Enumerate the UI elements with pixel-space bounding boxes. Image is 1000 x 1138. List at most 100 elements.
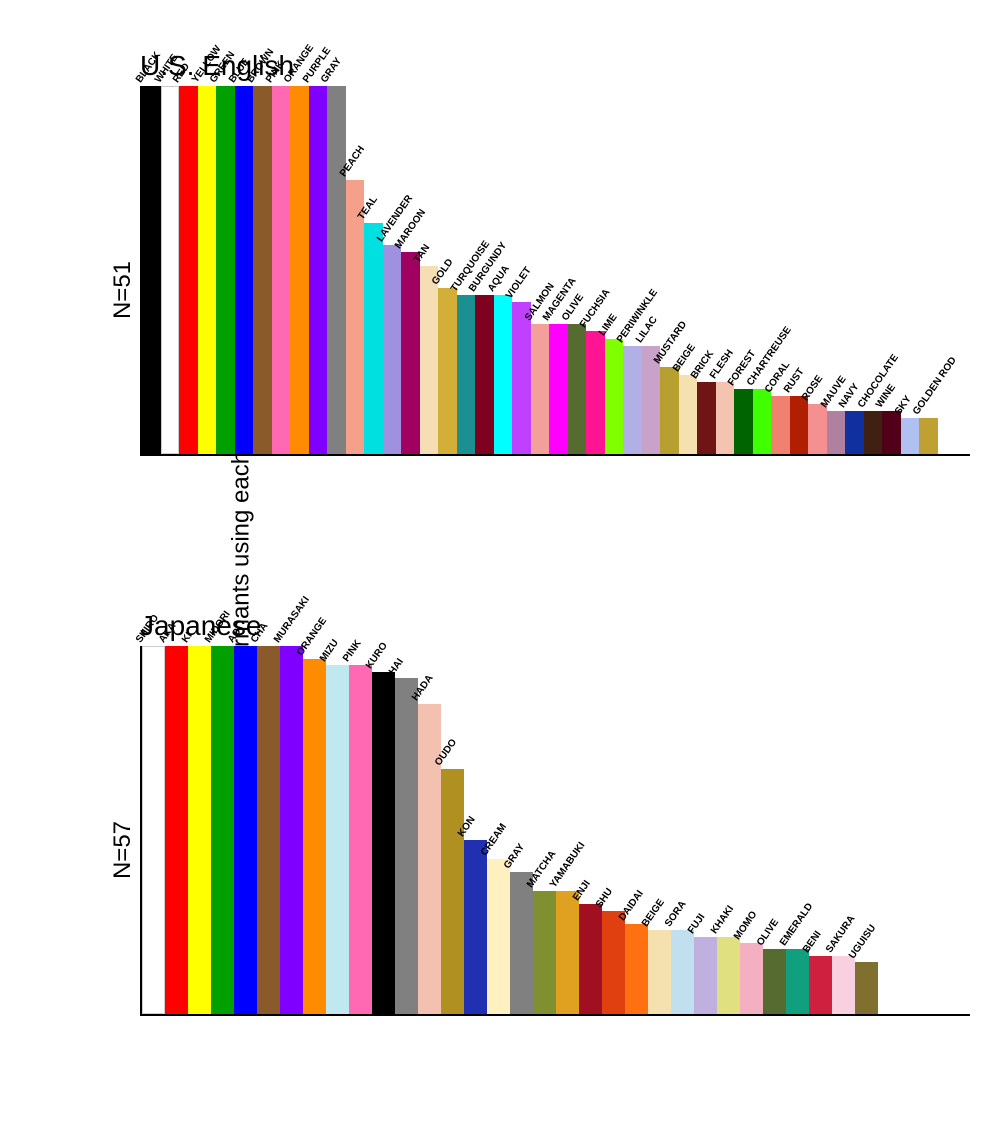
bar-fill [257, 646, 280, 1014]
bar: PURPLE [309, 86, 328, 454]
bar-fill [579, 904, 602, 1014]
bar-fill [457, 295, 476, 454]
bar-fill [809, 956, 832, 1014]
bar: MIDORI [211, 646, 234, 1014]
bar-fill [327, 86, 346, 454]
bar-fill [142, 86, 161, 454]
bar-fill [464, 840, 487, 1014]
bar: CREAM [487, 646, 510, 1014]
jp-sub-ylabel: N=57 [109, 820, 137, 878]
bar-fill [303, 659, 326, 1014]
bars-jp: SHIROAKAKIMIDORIAOCHAMURASAKIORANGEMIZUP… [140, 646, 970, 1016]
bar: PINK [272, 86, 291, 454]
bar: MATCHA [533, 646, 556, 1014]
bar-fill [786, 949, 809, 1014]
bar: MOMO [740, 646, 763, 1014]
panel-us-title: U.S. English [140, 50, 970, 82]
bar: KHAKI [717, 646, 740, 1014]
bar-fill [475, 295, 494, 454]
bar-fill [605, 339, 624, 454]
bar: PINK [349, 646, 372, 1014]
bar: BLACK [142, 86, 161, 454]
bar: KURO [372, 646, 395, 1014]
bar-fill [179, 86, 198, 454]
bar-fill [763, 949, 786, 1014]
bar-fill [717, 937, 740, 1014]
bar: FUCHSIA [586, 86, 605, 454]
bar: LILAC [642, 86, 661, 454]
bar-fill [549, 324, 568, 454]
bar: CHOCOLATE [864, 86, 883, 454]
bar-fill [660, 367, 679, 454]
bar-fill [420, 266, 439, 454]
bar-fill [418, 704, 441, 1014]
bar-fill [827, 411, 846, 454]
bar-fill [648, 930, 671, 1014]
bar: BEIGE [648, 646, 671, 1014]
bar-fill [346, 180, 365, 454]
bar-fill [832, 956, 855, 1014]
bar: OLIVE [763, 646, 786, 1014]
bar: MAGENTA [549, 86, 568, 454]
bar: ROSE [808, 86, 827, 454]
bar-fill [290, 86, 309, 454]
bar: GREEN [216, 86, 235, 454]
bar-fill [198, 86, 217, 454]
bar-fill [512, 302, 531, 454]
bar-fill [349, 665, 372, 1014]
bar: ORANGE [303, 646, 326, 1014]
bar: VIOLET [512, 86, 531, 454]
bar-fill [494, 295, 513, 454]
bar-fill [487, 859, 510, 1014]
bar-fill [401, 252, 420, 454]
bar: MIZU [326, 646, 349, 1014]
bar-fill [694, 937, 717, 1014]
bar: WHITE [161, 86, 180, 454]
bar: GRAY [510, 646, 533, 1014]
bar: TEAL [364, 86, 383, 454]
bar-fill [188, 646, 211, 1014]
bar: KON [464, 646, 487, 1014]
us-sub-ylabel: N=51 [109, 260, 137, 318]
bar: CHA [257, 646, 280, 1014]
bar: SHIRO [142, 646, 165, 1014]
bar: GOLD [438, 86, 457, 454]
bar-fill [161, 86, 180, 454]
bar-fill [253, 86, 272, 454]
bar: AO [234, 646, 257, 1014]
page: number of informants using each color te… [0, 0, 1000, 1138]
bar: OLIVE [568, 86, 587, 454]
bar: LIME [605, 86, 624, 454]
bar-fill [441, 769, 464, 1014]
bar-fill [272, 86, 291, 454]
bar: EMERALD [786, 646, 809, 1014]
bar-fill [623, 346, 642, 454]
bars-us: BLACKWHITEREDYELLOWGREENBLUEBROWNPINKORA… [140, 86, 970, 456]
bar: FUJI [694, 646, 717, 1014]
bar: SHU [602, 646, 625, 1014]
bar-fill [771, 396, 790, 454]
bar: LAVENDER [383, 86, 402, 454]
bar-fill [734, 389, 753, 454]
bar: SORA [671, 646, 694, 1014]
bar: CORAL [771, 86, 790, 454]
bar-fill [234, 646, 257, 1014]
bar-fill [556, 891, 579, 1014]
bar-fill [671, 930, 694, 1014]
bar: YELLOW [198, 86, 217, 454]
bar: TAN [420, 86, 439, 454]
bar: RED [179, 86, 198, 454]
bar-fill [716, 382, 735, 454]
bar: MURASAKI [280, 646, 303, 1014]
bar: HADA [418, 646, 441, 1014]
panel-jp-title: Japanese [140, 610, 970, 642]
bar-fill [602, 911, 625, 1014]
bar: AQUA [494, 86, 513, 454]
bar: ORANGE [290, 86, 309, 454]
bar: AKA [165, 646, 188, 1014]
bar: SKY [901, 86, 920, 454]
bar: GRAY [327, 86, 346, 454]
bar-fill [533, 891, 556, 1014]
bar: UGUISU [855, 646, 878, 1014]
bar-fill [216, 86, 235, 454]
